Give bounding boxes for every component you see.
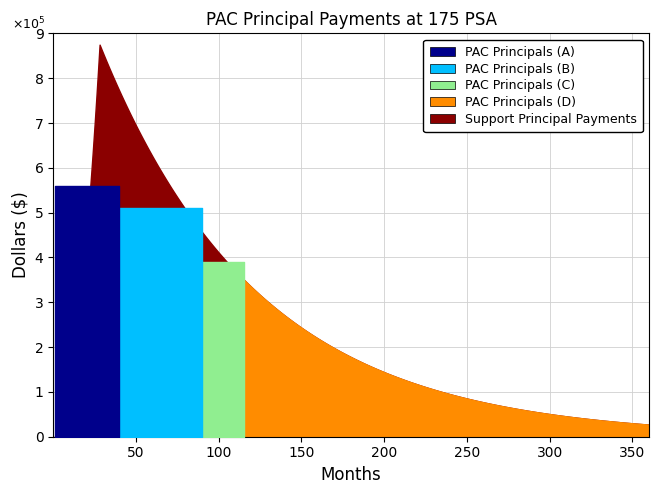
Title: PAC Principal Payments at 175 PSA: PAC Principal Payments at 175 PSA <box>205 11 496 29</box>
Text: $\times 10^5$: $\times 10^5$ <box>12 16 45 32</box>
Y-axis label: Dollars ($): Dollars ($) <box>11 192 29 278</box>
X-axis label: Months: Months <box>321 466 381 484</box>
Legend: PAC Principals (A), PAC Principals (B), PAC Principals (C), PAC Principals (D), : PAC Principals (A), PAC Principals (B), … <box>423 40 643 132</box>
